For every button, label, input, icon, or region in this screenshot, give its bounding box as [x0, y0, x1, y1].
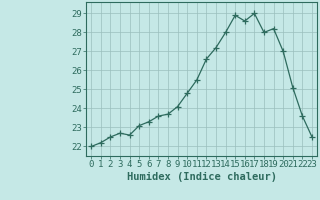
X-axis label: Humidex (Indice chaleur): Humidex (Indice chaleur): [127, 172, 276, 182]
